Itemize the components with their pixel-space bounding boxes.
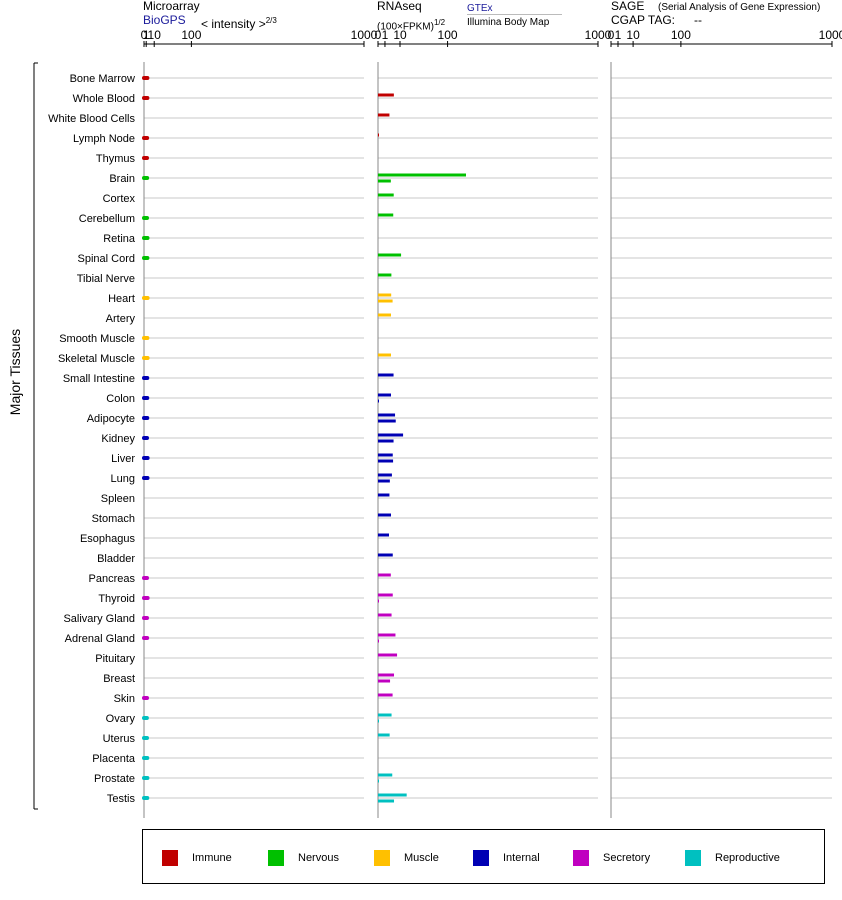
tissue-label-thymus: Thymus bbox=[96, 153, 136, 165]
tissue-label-skeletal-muscle: Skeletal Muscle bbox=[58, 353, 135, 365]
rnaseq-tick-label-0: 0 bbox=[375, 28, 382, 42]
panel-frames bbox=[143, 62, 612, 818]
tissue-label-skin: Skin bbox=[114, 693, 135, 705]
legend-label-reproductive: Reproductive bbox=[715, 852, 780, 864]
tissue-label-pituitary: Pituitary bbox=[95, 653, 135, 665]
tissue-label-lymph-node: Lymph Node bbox=[73, 133, 135, 145]
illumina-body-map-label: Illumina Body Map bbox=[467, 17, 550, 28]
sage-tick-label-0: 0 bbox=[608, 28, 615, 42]
legend-swatch-muscle bbox=[374, 850, 390, 866]
tissue-labels: Bone Marrow Whole Blood White Blood Cells L… bbox=[48, 73, 136, 805]
tissue-label-brain: Brain bbox=[109, 173, 135, 185]
tissue-label-white-blood-cells: White Blood Cells bbox=[48, 113, 135, 125]
microarray-tick-label-1: 1 bbox=[143, 28, 150, 42]
microarray-tick-label-100: 100 bbox=[181, 28, 201, 42]
sage-title: SAGE bbox=[611, 0, 645, 13]
tissue-label-thyroid: Thyroid bbox=[98, 593, 135, 605]
tissue-label-breast: Breast bbox=[103, 673, 135, 685]
microarray-tick-label-10: 10 bbox=[148, 28, 162, 42]
rnaseq-scale-label: (100×FPKM)1/2 bbox=[377, 18, 446, 33]
tissue-label-colon: Colon bbox=[106, 393, 135, 405]
legend-swatch-immune bbox=[162, 850, 178, 866]
sage-subtitle: (Serial Analysis of Gene Expression) bbox=[658, 2, 821, 13]
expression-bars bbox=[142, 76, 466, 803]
row-gridlines bbox=[144, 77, 832, 799]
microarray-scale-label: < intensity >2/3 bbox=[201, 16, 277, 31]
legend-label-immune: Immune bbox=[192, 852, 232, 864]
tissue-label-adipocyte: Adipocyte bbox=[87, 413, 135, 425]
tissue-label-ovary: Ovary bbox=[106, 713, 136, 725]
tissue-label-placenta: Placenta bbox=[92, 753, 136, 765]
tissue-label-bladder: Bladder bbox=[97, 553, 135, 565]
sage-tick-label-10: 10 bbox=[626, 28, 640, 42]
tissue-label-cortex: Cortex bbox=[103, 193, 136, 205]
tissue-label-small-intestine: Small Intestine bbox=[63, 373, 135, 385]
tissue-label-retina: Retina bbox=[103, 233, 136, 245]
legend-swatch-internal bbox=[473, 850, 489, 866]
legend: Immune Nervous Muscle Internal Secretory… bbox=[142, 829, 825, 884]
tissue-label-prostate: Prostate bbox=[94, 773, 135, 785]
gtex-underline bbox=[467, 14, 562, 15]
legend-swatch-secretory bbox=[573, 850, 589, 866]
legend-label-secretory: Secretory bbox=[603, 852, 651, 864]
legend-label-internal: Internal bbox=[503, 852, 540, 864]
legend-swatch-reproductive bbox=[685, 850, 701, 866]
sage-tick-label-1: 1 bbox=[615, 28, 622, 42]
legend-label-muscle: Muscle bbox=[404, 852, 439, 864]
tissue-label-artery: Artery bbox=[106, 313, 136, 325]
tissue-label-smooth-muscle: Smooth Muscle bbox=[59, 333, 135, 345]
tissue-label-liver: Liver bbox=[111, 453, 135, 465]
microarray-tick-label-0: 0 bbox=[141, 28, 148, 42]
rnaseq-title: RNAseq bbox=[377, 0, 422, 13]
gtex-link[interactable]: GTEx bbox=[467, 3, 493, 14]
tissue-label-spleen: Spleen bbox=[101, 493, 135, 505]
tissue-label-tibial-nerve: Tibial Nerve bbox=[77, 273, 135, 285]
tissue-label-whole-blood: Whole Blood bbox=[73, 93, 135, 105]
biogps-link[interactable]: BioGPS bbox=[143, 13, 186, 27]
rnaseq-tick-label-1000: 1000 bbox=[585, 28, 612, 42]
tissue-label-spinal-cord: Spinal Cord bbox=[78, 253, 135, 265]
legend-label-nervous: Nervous bbox=[298, 852, 339, 864]
tissue-label-cerebellum: Cerebellum bbox=[79, 213, 135, 225]
cgap-tag-label: CGAP TAG: bbox=[611, 13, 676, 27]
tissue-label-adrenal-gland: Adrenal Gland bbox=[65, 633, 135, 645]
tissue-label-testis: Testis bbox=[107, 793, 136, 805]
major-tissues-label: Major Tissues bbox=[7, 328, 23, 416]
tissue-label-pancreas: Pancreas bbox=[89, 573, 136, 585]
tissue-label-lung: Lung bbox=[111, 473, 135, 485]
tissue-label-stomach: Stomach bbox=[92, 513, 135, 525]
tissue-label-bone-marrow: Bone Marrow bbox=[70, 73, 135, 85]
rnaseq-tick-label-10: 10 bbox=[393, 28, 407, 42]
tissue-label-uterus: Uterus bbox=[103, 733, 136, 745]
major-tissues-bracket bbox=[33, 62, 38, 810]
axis-ticks: 011010010000110100100001101001000 bbox=[141, 28, 842, 47]
legend-swatch-nervous bbox=[268, 850, 284, 866]
sage-tick-label-1000: 1000 bbox=[819, 28, 842, 42]
tissue-label-kidney: Kidney bbox=[101, 433, 135, 445]
tissue-label-heart: Heart bbox=[108, 293, 135, 305]
tissue-label-salivary-gland: Salivary Gland bbox=[63, 613, 135, 625]
rnaseq-tick-label-100: 100 bbox=[438, 28, 458, 42]
sage-tick-label-100: 100 bbox=[671, 28, 691, 42]
microarray-title: Microarray bbox=[143, 0, 200, 13]
tissue-label-esophagus: Esophagus bbox=[80, 533, 136, 545]
microarray-tick-label-1000: 1000 bbox=[351, 28, 378, 42]
cgap-tag-value: -- bbox=[694, 13, 702, 27]
rnaseq-tick-label-1: 1 bbox=[382, 28, 389, 42]
